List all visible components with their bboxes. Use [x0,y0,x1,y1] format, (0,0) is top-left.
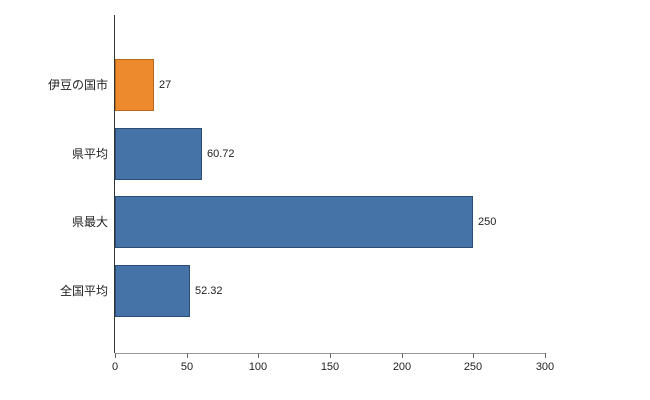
bar [115,127,202,180]
x-tick [115,353,116,358]
bar-value-label: 60.72 [207,147,235,160]
x-tick [187,353,188,358]
category-label: 全国平均 [59,283,108,298]
x-tick [330,353,331,358]
bar [115,264,190,317]
bar [115,196,473,248]
bar-value-label: 52.32 [195,284,223,297]
x-tick [402,353,403,358]
bar [115,59,154,111]
x-tick-label: 300 [535,361,555,373]
x-tick-label: 200 [392,361,412,373]
category-label: 県最大 [71,215,108,229]
x-tick-label: 100 [248,361,268,373]
x-tick [258,353,259,358]
category-label: 伊豆の国市 [47,78,108,92]
bar-value-label: 27 [159,79,172,91]
x-tick-label: 50 [180,361,194,373]
x-tick [473,353,474,358]
category-label: 県平均 [71,146,108,161]
x-tick-label: 150 [320,361,340,373]
x-tick-label: 250 [463,361,483,373]
x-tick-label: 0 [111,361,119,373]
bar-value-label: 250 [478,216,497,228]
y-axis-line [114,15,115,353]
x-tick [545,353,546,358]
